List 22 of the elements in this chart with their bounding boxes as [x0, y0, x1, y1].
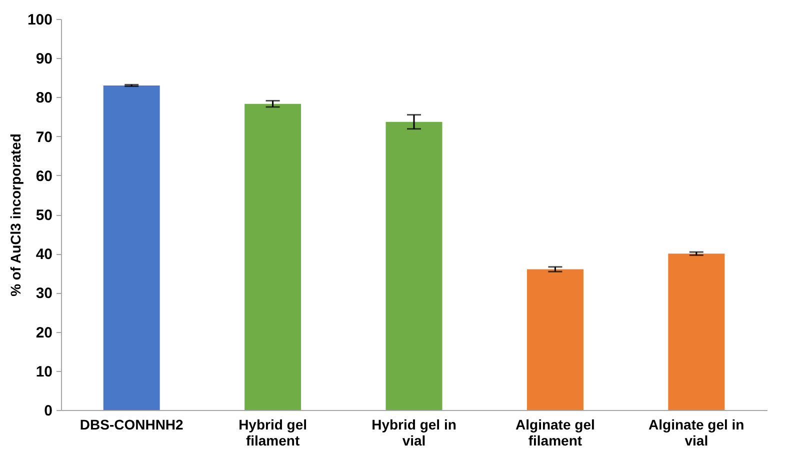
bar	[526, 269, 584, 410]
bar	[103, 85, 160, 410]
x-tick-label: Hybrid gel filament	[238, 416, 308, 448]
bar	[668, 254, 725, 410]
y-tick-label: 40	[36, 246, 52, 264]
x-tick-label: Hybrid gel in vial	[372, 416, 456, 448]
y-tick-label: 30	[36, 285, 52, 302]
y-tick-label: 80	[36, 90, 52, 107]
y-tick-label: 90	[36, 50, 52, 68]
bar	[386, 122, 442, 410]
y-tick-label: 50	[36, 207, 52, 224]
x-tick-label: DBS-CONHNH2	[80, 416, 184, 432]
x-tick-label: Alginate gel in vial	[648, 416, 744, 448]
y-tick-label: 10	[36, 363, 52, 380]
y-axis-title: % of AuCl3 incorporated	[7, 134, 24, 296]
y-tick-label: 60	[36, 168, 52, 185]
x-tick-label: Alginate gel filament	[516, 416, 595, 448]
y-tick-label: 0	[44, 402, 52, 420]
y-tick-label: 20	[36, 324, 52, 342]
y-tick-label: 70	[36, 128, 52, 146]
y-tick-label: 100	[27, 12, 52, 28]
bar	[244, 104, 302, 410]
